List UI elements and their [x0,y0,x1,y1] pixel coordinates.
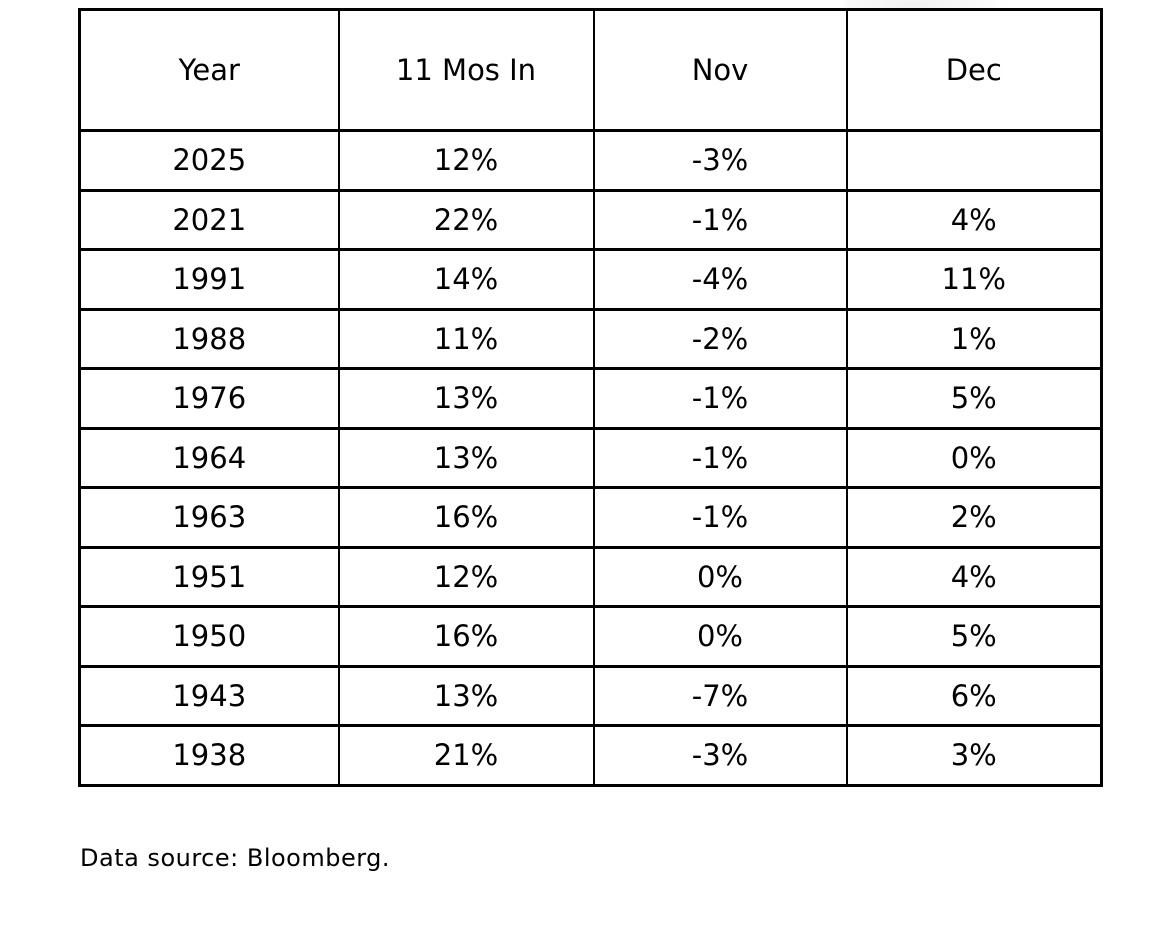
data-source-note: Data source: Bloomberg. [80,844,391,872]
dec-cell: 0% [845,426,1103,489]
nov-cell: 0% [592,545,848,608]
mos11-cell: 16% [337,605,595,668]
column-header-dec: Dec [845,8,1103,132]
year-cell: 1938 [78,724,340,787]
mos11-cell: 21% [337,724,595,787]
column-header-nov: Nov [592,8,848,132]
nov-cell: 0% [592,605,848,668]
table-row: 1963 16% -1% 2% [78,486,1103,549]
dec-cell: 11% [845,248,1103,311]
table-row: 1943 13% -7% 6% [78,664,1103,727]
mos11-cell: 11% [337,307,595,370]
dec-cell: 6% [845,664,1103,727]
dec-cell [845,129,1103,192]
nov-cell: -3% [592,724,848,787]
nov-cell: -4% [592,248,848,311]
dec-cell: 5% [845,605,1103,668]
table-header-row: Year 11 Mos In Nov Dec [78,8,1103,132]
year-cell: 1976 [78,367,340,430]
column-header-11mosin: 11 Mos In [337,8,595,132]
dec-cell: 1% [845,307,1103,370]
year-cell: 1964 [78,426,340,489]
year-cell: 1950 [78,605,340,668]
nov-cell: -2% [592,307,848,370]
year-cell: 1988 [78,307,340,370]
table-row: 1991 14% -4% 11% [78,248,1103,311]
dec-cell: 2% [845,486,1103,549]
nov-cell: -1% [592,188,848,251]
nov-cell: -7% [592,664,848,727]
table-row: 1950 16% 0% 5% [78,605,1103,668]
mos11-cell: 13% [337,367,595,430]
nov-cell: -3% [592,129,848,192]
mos11-cell: 12% [337,129,595,192]
returns-table: Year 11 Mos In Nov Dec 2025 12% -3% 2021… [78,8,1103,787]
dec-cell: 4% [845,545,1103,608]
nov-cell: -1% [592,426,848,489]
dec-cell: 4% [845,188,1103,251]
year-cell: 1943 [78,664,340,727]
year-cell: 1963 [78,486,340,549]
year-cell: 2021 [78,188,340,251]
returns-table-wrap: Year 11 Mos In Nov Dec 2025 12% -3% 2021… [78,8,1103,787]
dec-cell: 5% [845,367,1103,430]
mos11-cell: 13% [337,664,595,727]
mos11-cell: 14% [337,248,595,311]
table-row: 1964 13% -1% 0% [78,426,1103,489]
table-row: 1976 13% -1% 5% [78,367,1103,430]
year-cell: 2025 [78,129,340,192]
table-row: 2025 12% -3% [78,129,1103,192]
table-row: 2021 22% -1% 4% [78,188,1103,251]
mos11-cell: 16% [337,486,595,549]
mos11-cell: 12% [337,545,595,608]
year-cell: 1991 [78,248,340,311]
year-cell: 1951 [78,545,340,608]
nov-cell: -1% [592,367,848,430]
mos11-cell: 13% [337,426,595,489]
table-row: 1938 21% -3% 3% [78,724,1103,787]
mos11-cell: 22% [337,188,595,251]
column-header-year: Year [78,8,340,132]
table-row: 1951 12% 0% 4% [78,545,1103,608]
nov-cell: -1% [592,486,848,549]
dec-cell: 3% [845,724,1103,787]
table-row: 1988 11% -2% 1% [78,307,1103,370]
